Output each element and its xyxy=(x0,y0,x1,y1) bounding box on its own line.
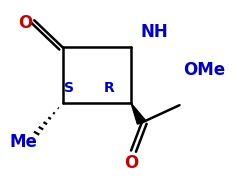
Text: O: O xyxy=(124,154,138,172)
Text: R: R xyxy=(104,81,115,95)
Text: OMe: OMe xyxy=(183,61,225,80)
Text: Me: Me xyxy=(10,133,37,151)
Text: S: S xyxy=(64,81,74,95)
Text: NH: NH xyxy=(141,23,168,41)
Polygon shape xyxy=(131,103,146,124)
Text: O: O xyxy=(18,14,32,32)
